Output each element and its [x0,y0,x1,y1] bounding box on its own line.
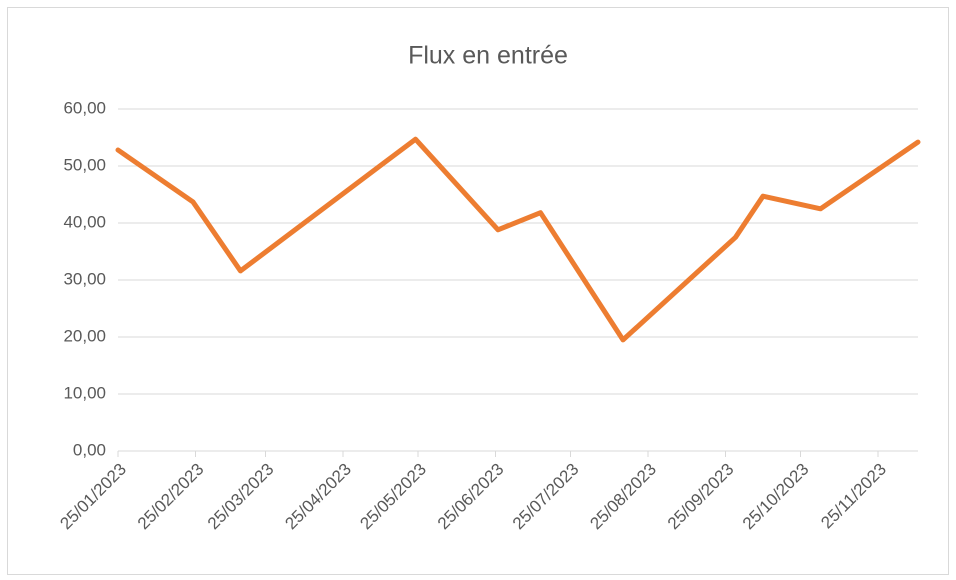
chart-title: Flux en entrée [408,42,568,70]
y-tick-label: 50,00 [63,155,106,174]
y-tick-label: 40,00 [63,212,106,231]
line-series [115,136,921,343]
y-tick-label: 0,00 [73,440,106,459]
y-tick-label: 10,00 [63,383,106,402]
chart-border [7,7,949,575]
y-tick-label: 30,00 [63,269,106,288]
y-tick-label: 20,00 [63,326,106,345]
y-tick-label: 60,00 [63,98,106,117]
